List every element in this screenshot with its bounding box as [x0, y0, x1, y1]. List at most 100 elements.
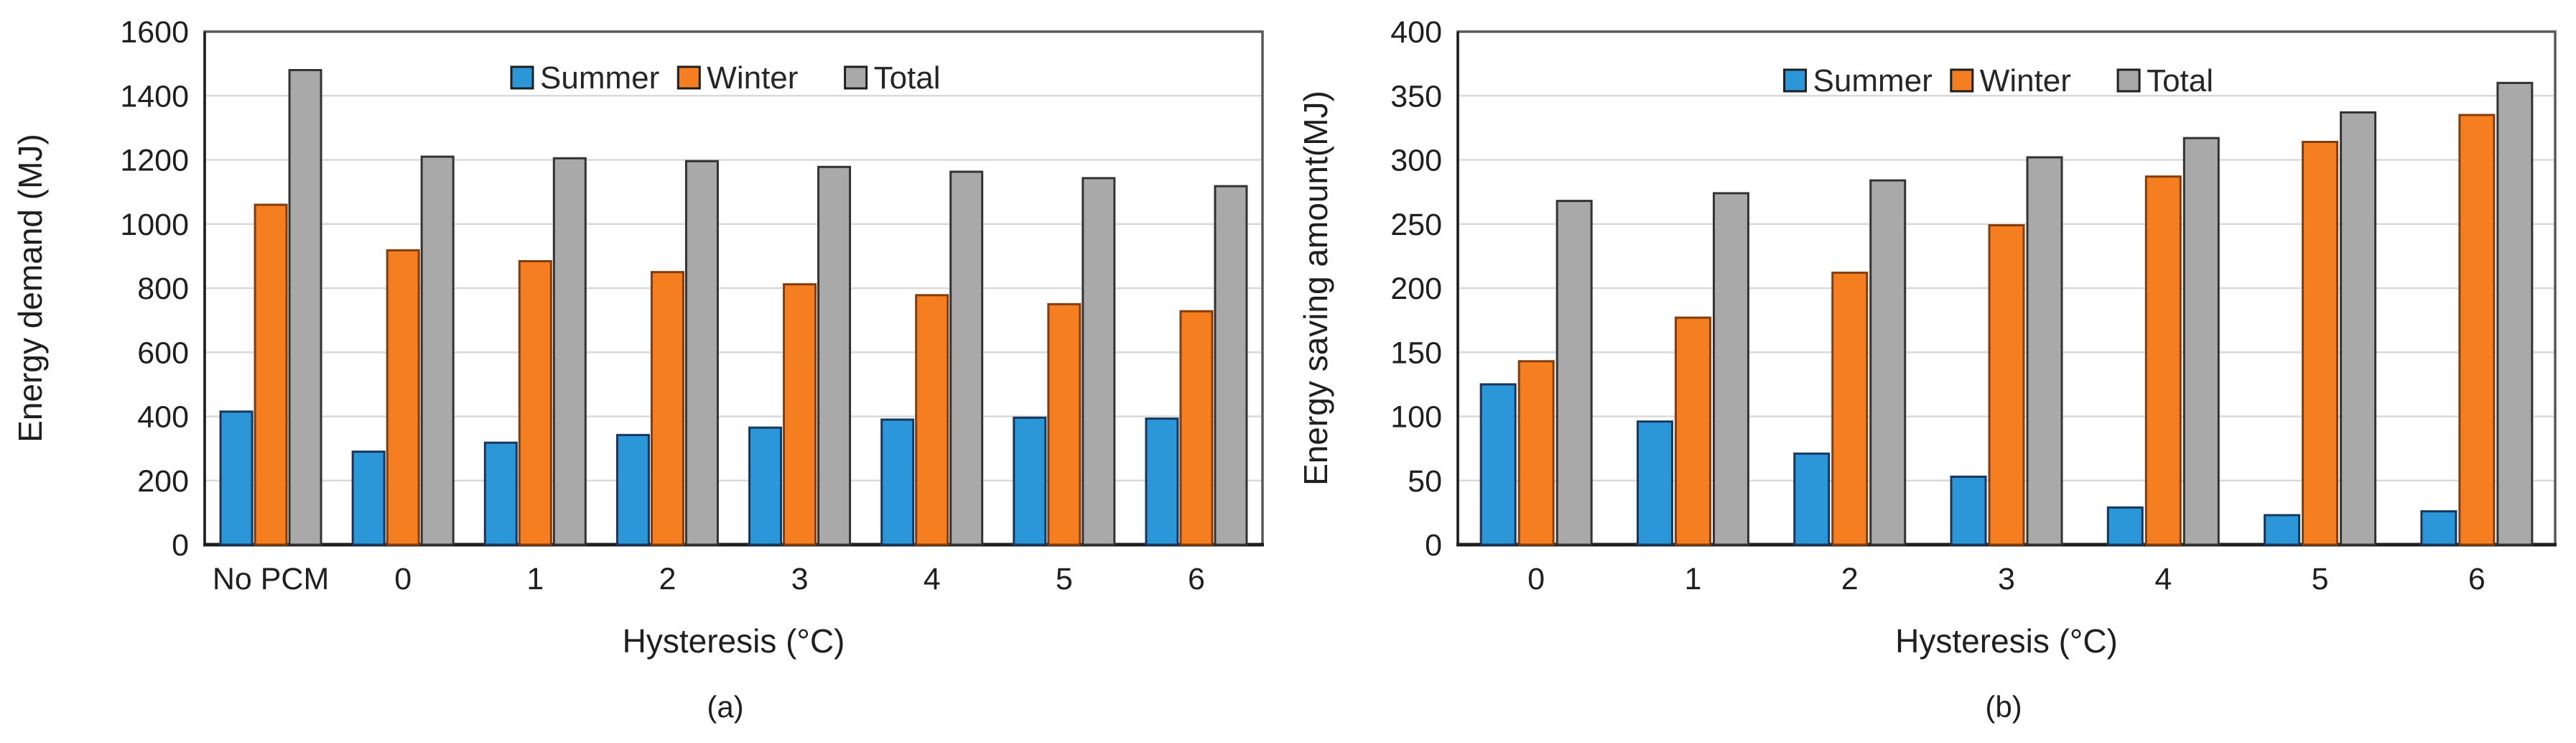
bar-winter: [915, 294, 949, 546]
legend-label-winter: Winter: [1980, 63, 2071, 98]
x-tick-label: 4: [924, 562, 941, 596]
x-tick-label: 0: [394, 562, 411, 596]
y-axis-title: Energy demand (MJ): [11, 134, 49, 443]
bar-winter: [386, 249, 420, 546]
y-tick-label: 0: [1425, 528, 1442, 563]
bar-winter: [1179, 310, 1214, 546]
y-tick-label: 1200: [120, 144, 189, 178]
legend-swatch-summer: [510, 65, 534, 90]
legend-label-total: Total: [874, 60, 941, 96]
x-tick-label: 3: [1998, 562, 2015, 596]
bar-summer: [2106, 506, 2144, 546]
bar-total: [288, 69, 322, 546]
bar-winter: [650, 271, 684, 546]
y-tick-label: 0: [172, 528, 189, 563]
legend: Summer Winter Total: [1783, 63, 2213, 98]
x-tick-label: 1: [1684, 562, 1701, 596]
bar-total: [420, 155, 455, 546]
bar-summer: [1636, 420, 1673, 546]
y-tick-label: 200: [137, 464, 189, 499]
bar-summer: [1145, 417, 1179, 546]
bar-winter: [2458, 114, 2496, 546]
x-tick-label: 4: [2154, 562, 2172, 596]
bar-winter: [2302, 141, 2339, 546]
bar-winter: [1831, 272, 1869, 546]
x-tick-label: 6: [2468, 562, 2486, 596]
y-tick-label: 1400: [120, 79, 189, 114]
legend-label-summer: Summer: [540, 60, 659, 96]
bar-summer: [219, 410, 254, 546]
legend-label-winter: Winter: [707, 60, 798, 96]
bar-total: [817, 165, 852, 546]
caption-a: (a): [707, 690, 744, 724]
legend-swatch-winter: [1950, 68, 1974, 93]
y-tick-label: 100: [1390, 400, 1442, 435]
legend-label-total: Total: [2147, 63, 2213, 98]
bar-total: [2182, 137, 2220, 546]
energy-demand-bar-chart: 0 200 400 600 800 1000 1200 1400 1600 No PCM 0 1 2 3 4…: [11, 15, 1264, 660]
bar-winter: [1674, 316, 1711, 546]
x-axis-title: Hysteresis (°C): [1895, 622, 2118, 660]
bar-winter: [1988, 224, 2025, 546]
legend: Summer Winter Total: [510, 60, 941, 96]
x-tick-label: 3: [791, 562, 809, 596]
y-tick-label: 250: [1390, 208, 1442, 242]
bar-winter: [2144, 175, 2182, 546]
y-tick-label: 400: [1390, 15, 1442, 50]
bar-total: [1869, 179, 1907, 546]
bar-summer: [1013, 416, 1047, 546]
bar-total: [684, 160, 719, 546]
bar-total: [1556, 200, 1593, 546]
bar-summer: [2420, 510, 2458, 546]
bar-summer: [2264, 514, 2301, 546]
chart-panel-b: 0 50 100 150 200 250 300 350 400 0 1 2 3 4 5 6 Summer Win…: [1293, 0, 2576, 743]
energy-saving-bar-chart: 0 50 100 150 200 250 300 350 400 0 1 2 3 4 5 6 Summer Win…: [1297, 15, 2557, 660]
y-tick-label: 1000: [120, 208, 189, 242]
legend-swatch-winter: [676, 65, 701, 90]
bar-total: [552, 157, 587, 546]
bar-winter: [783, 283, 817, 546]
bar-summer: [1479, 383, 1517, 546]
x-axis-title: Hysteresis (°C): [623, 622, 845, 660]
chart-panel-a: 0 200 400 600 800 1000 1200 1400 1600 No PCM 0 1 2 3 4…: [11, 15, 1264, 724]
bar-summer: [748, 426, 783, 546]
y-tick-label: 400: [137, 400, 189, 435]
bar-winter: [518, 260, 552, 546]
x-tick-label: 2: [1841, 562, 1859, 596]
x-tick-label: 5: [2312, 562, 2329, 596]
legend-label-summer: Summer: [1813, 63, 1933, 98]
bar-total: [1082, 177, 1116, 546]
x-tick-label: 6: [1188, 562, 1205, 596]
legend-swatch-total: [2116, 68, 2141, 93]
bar-total: [1712, 192, 1749, 546]
y-tick-label: 150: [1390, 336, 1442, 370]
y-tick-label: 300: [1390, 144, 1442, 178]
bar-winter: [1047, 303, 1082, 546]
x-tick-label: 0: [1528, 562, 1545, 596]
bar-summer: [1950, 475, 1987, 546]
bar-total: [1214, 185, 1248, 546]
bar-summer: [483, 441, 518, 546]
bar-total: [2340, 111, 2377, 546]
y-tick-label: 200: [1390, 272, 1442, 306]
y-tick-label: 1600: [120, 15, 189, 50]
bar-summer: [615, 433, 650, 546]
bar-winter: [254, 203, 288, 546]
bar-total: [2496, 81, 2534, 546]
bar-total: [949, 170, 984, 546]
bar-summer: [1793, 452, 1831, 546]
x-tick-label: No PCM: [213, 562, 329, 596]
bar-summer: [880, 418, 915, 546]
x-tick-label: 5: [1056, 562, 1073, 596]
y-axis-title: Energy saving amount(MJ): [1297, 91, 1334, 486]
y-tick-label: 600: [137, 336, 189, 370]
x-tick-label: 1: [526, 562, 544, 596]
x-tick-label: 2: [659, 562, 676, 596]
legend-swatch-summer: [1783, 68, 1808, 93]
legend-swatch-total: [844, 65, 868, 90]
bar-total: [2026, 156, 2063, 546]
y-tick-label: 350: [1390, 79, 1442, 114]
caption-b: (b): [1985, 690, 2022, 724]
bar-winter: [1517, 360, 1555, 546]
